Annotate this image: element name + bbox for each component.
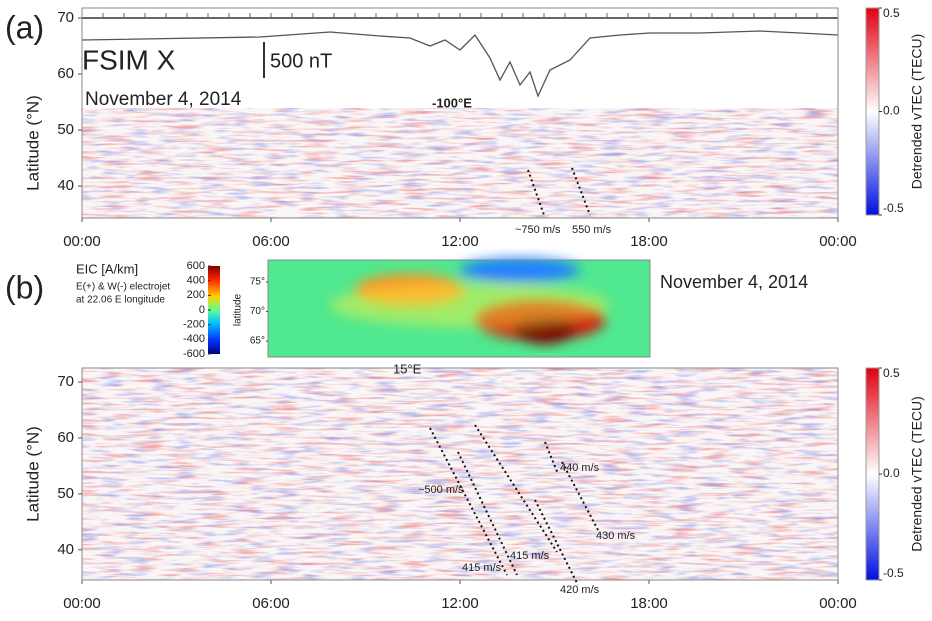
inset-colorbar-label: 0 [199,304,205,316]
y-axis-label: Latitude (°N) [23,426,42,522]
panel-label: (a) [5,9,44,45]
inset-y-label: latitude [233,293,244,326]
colorbar-title: Detrended vTEC (TECU) [909,396,925,552]
inset-colorbar-label: -400 [183,333,205,345]
y-tick-label: 40 [57,177,74,194]
colorbar-label: 0.0 [883,466,900,480]
y-tick-label: 70 [57,9,74,26]
yellow-band [330,283,610,327]
inset-colorbar [208,266,220,354]
speed-line [474,424,558,553]
inset-y-tick-label: 75° [250,277,265,288]
blue-region [460,258,580,282]
y-axis-label: Latitude (°N) [23,95,42,191]
inset-y-tick-label: 70° [250,306,265,317]
magnetometer-box [82,8,838,108]
inset-frame [267,259,651,358]
inset-colorbar-label: -600 [183,348,205,360]
inset-colorbar-label: 600 [187,260,205,272]
colorbar-label: 0.5 [883,6,900,20]
inset-colorbar-label: 200 [187,289,205,301]
speed-line [571,167,591,216]
x-tick-label: 06:00 [252,595,290,612]
x-tick-label: 12:00 [441,233,479,250]
annotation: 420 m/s [560,584,600,596]
x-tick-label: 12:00 [441,595,479,612]
colorbar-label: -0.5 [883,566,904,580]
y-tick-label: 60 [57,429,74,446]
colorbar [865,367,880,581]
heatmap-texture-blue [82,368,838,580]
inset-note: at 22.06 E longitude [76,295,165,306]
x-tick-label: 00:00 [63,233,101,250]
magnetometer-trace [81,30,839,98]
y-tick-label: 70 [57,373,74,390]
inset-title: EIC [A/km] [76,261,138,276]
y-tick-label: 60 [57,65,74,82]
annotation: 430 m/s [596,530,636,542]
annotation: -100°E [432,95,472,110]
colorbar-label: 0.5 [883,366,900,380]
annotation: 415 m/s [462,562,502,574]
annotation: 440 m/s [560,462,600,474]
x-tick-label: 06:00 [252,233,290,250]
inset-y-tick-label: 65° [250,336,265,347]
colorbar-label: 0.0 [883,104,900,118]
y-tick-label: 40 [57,541,74,558]
colorbar-label: -0.5 [883,201,904,215]
annotation: FSIM X [82,44,176,75]
y-tick-label: 50 [57,485,74,502]
x-tick-label: 18:00 [630,233,668,250]
annotation: November 4, 2014 [85,89,242,110]
annotation: 15°E [393,361,422,376]
x-tick-label: 18:00 [630,595,668,612]
inset-features [330,258,610,344]
speed-line [534,499,579,586]
y-tick-label: 50 [57,121,74,138]
annotation: 500 nT [270,50,332,72]
speed-line [544,441,559,475]
annotation: November 4, 2014 [660,272,808,292]
annotation: ~750 m/s [515,224,561,236]
annotation: ~500 m/s [418,484,464,496]
panel-label: (b) [5,269,44,305]
x-tick-label: 00:00 [819,595,857,612]
annotation: 415 m/s [510,550,550,562]
x-tick-label: 00:00 [819,233,857,250]
colorbar [865,7,880,216]
x-tick-label: 00:00 [63,595,101,612]
inset-colorbar-label: 400 [187,275,205,287]
inset-note: E(+) & W(-) electrojet [76,282,170,293]
annotation: 550 m/s [572,224,612,236]
colorbar-title: Detrended vTEC (TECU) [909,34,925,190]
inset-colorbar-label: -200 [183,319,205,331]
